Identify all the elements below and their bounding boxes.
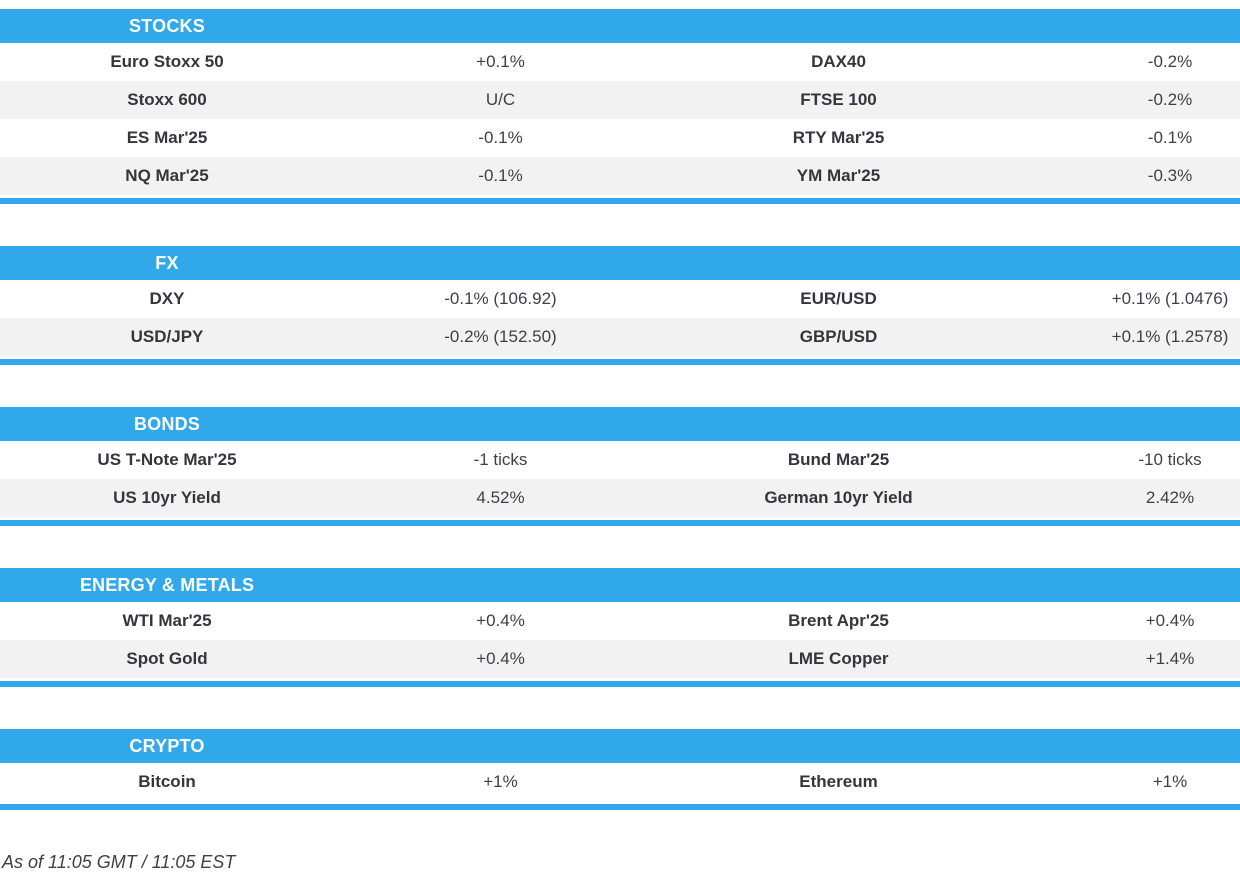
instrument-value: +0.1% (1.2578): [1111, 327, 1229, 346]
instrument-label: NQ Mar'25: [125, 166, 209, 185]
section-rows: Euro Stoxx 50 +0.1% DAX40 -0.2% Stoxx 60…: [0, 43, 1240, 195]
instrument-value: 4.52%: [476, 488, 525, 507]
table-row: Euro Stoxx 50 +0.1% DAX40 -0.2%: [0, 43, 1240, 81]
instrument-value: -0.1% (106.92): [444, 289, 557, 308]
section-title: CRYPTO: [129, 735, 205, 756]
section-header: CRYPTO: [0, 729, 1240, 763]
instrument-value: +0.4%: [1145, 611, 1195, 630]
instrument-value: -0.1%: [478, 166, 523, 185]
instrument-label: US T-Note Mar'25: [97, 450, 237, 469]
table-row: Stoxx 600 U/C FTSE 100 -0.2%: [0, 81, 1240, 119]
section-fx: FX DXY -0.1% (106.92) EUR/USD +0.1% (1.0…: [0, 246, 1240, 365]
instrument-value: -0.2%: [1147, 90, 1193, 109]
table-row: NQ Mar'25 -0.1% YM Mar'25 -0.3%: [0, 157, 1240, 195]
instrument-label: Bitcoin: [138, 772, 196, 791]
section-rows: DXY -0.1% (106.92) EUR/USD +0.1% (1.0476…: [0, 280, 1240, 356]
section-underline: [0, 198, 1240, 204]
section-underline: [0, 359, 1240, 365]
timestamp-note: As of 11:05 GMT / 11:05 EST: [2, 852, 236, 872]
instrument-label: DXY: [149, 289, 185, 308]
section-title: ENERGY & METALS: [79, 574, 255, 595]
instrument-label: USD/JPY: [130, 327, 204, 346]
section-underline: [0, 520, 1240, 526]
instrument-value: +0.4%: [476, 649, 525, 668]
instrument-value: U/C: [485, 90, 516, 109]
section-underline: [0, 681, 1240, 687]
instrument-label: ES Mar'25: [126, 128, 208, 147]
instrument-value: +0.1% (1.0476): [1111, 289, 1229, 308]
section-title: FX: [155, 252, 179, 273]
instrument-label: German 10yr Yield: [764, 488, 913, 507]
section-rows: WTI Mar'25 +0.4% Brent Apr'25 +0.4% Spot…: [0, 602, 1240, 678]
section-header: ENERGY & METALS: [0, 568, 1240, 602]
instrument-label: RTY Mar'25: [792, 128, 885, 147]
section-title: STOCKS: [129, 15, 205, 36]
instrument-label: Stoxx 600: [127, 90, 207, 109]
instrument-label: EUR/USD: [800, 289, 877, 308]
table-row: US T-Note Mar'25 -1 ticks Bund Mar'25 -1…: [0, 441, 1240, 479]
instrument-label: GBP/USD: [799, 327, 878, 346]
section-stocks: STOCKS Euro Stoxx 50 +0.1% DAX40 -0.2% S…: [0, 9, 1240, 204]
table-row: ES Mar'25 -0.1% RTY Mar'25 -0.1%: [0, 119, 1240, 157]
section-crypto: CRYPTO Bitcoin +1% Ethereum +1%: [0, 729, 1240, 810]
instrument-label: Brent Apr'25: [788, 611, 889, 630]
instrument-value: -0.2%: [1147, 52, 1193, 71]
instrument-value: -0.3%: [1147, 166, 1193, 185]
section-header: STOCKS: [0, 9, 1240, 43]
table-row: DXY -0.1% (106.92) EUR/USD +0.1% (1.0476…: [0, 280, 1240, 318]
table-row: Spot Gold +0.4% LME Copper +1.4%: [0, 640, 1240, 678]
instrument-label: US 10yr Yield: [113, 488, 221, 507]
section-title: BONDS: [133, 413, 200, 434]
instrument-value: 2.42%: [1145, 488, 1195, 507]
instrument-value: +1%: [483, 772, 518, 791]
instrument-value: -0.1%: [478, 128, 523, 147]
instrument-label: LME Copper: [788, 649, 889, 668]
section-underline: [0, 804, 1240, 810]
section-header: BONDS: [0, 407, 1240, 441]
section-bonds: BONDS US T-Note Mar'25 -1 ticks Bund Mar…: [0, 407, 1240, 526]
instrument-label: Ethereum: [799, 772, 878, 791]
table-row: Bitcoin +1% Ethereum +1%: [0, 763, 1240, 801]
instrument-label: FTSE 100: [800, 90, 877, 109]
instrument-value: -10 ticks: [1138, 450, 1202, 469]
section-header: FX: [0, 246, 1240, 280]
instrument-label: Spot Gold: [126, 649, 208, 668]
table-row: WTI Mar'25 +0.4% Brent Apr'25 +0.4%: [0, 602, 1240, 640]
section-rows: Bitcoin +1% Ethereum +1%: [0, 763, 1240, 801]
instrument-label: DAX40: [811, 52, 866, 71]
table-row: USD/JPY -0.2% (152.50) GBP/USD +0.1% (1.…: [0, 318, 1240, 356]
instrument-value: -0.2% (152.50): [444, 327, 557, 346]
instrument-value: +1.4%: [1145, 649, 1195, 668]
instrument-label: WTI Mar'25: [122, 611, 212, 630]
instrument-label: YM Mar'25: [796, 166, 881, 185]
instrument-value: -1 ticks: [473, 450, 528, 469]
instrument-value: -0.1%: [1147, 128, 1193, 147]
section-energy-metals: ENERGY & METALS WTI Mar'25 +0.4% Brent A…: [0, 568, 1240, 687]
instrument-value: +1%: [1152, 772, 1188, 791]
instrument-label: Bund Mar'25: [787, 450, 890, 469]
section-rows: US T-Note Mar'25 -1 ticks Bund Mar'25 -1…: [0, 441, 1240, 517]
table-row: US 10yr Yield 4.52% German 10yr Yield 2.…: [0, 479, 1240, 517]
instrument-value: +0.1%: [476, 52, 525, 71]
instrument-value: +0.4%: [476, 611, 525, 630]
instrument-label: Euro Stoxx 50: [110, 52, 224, 71]
